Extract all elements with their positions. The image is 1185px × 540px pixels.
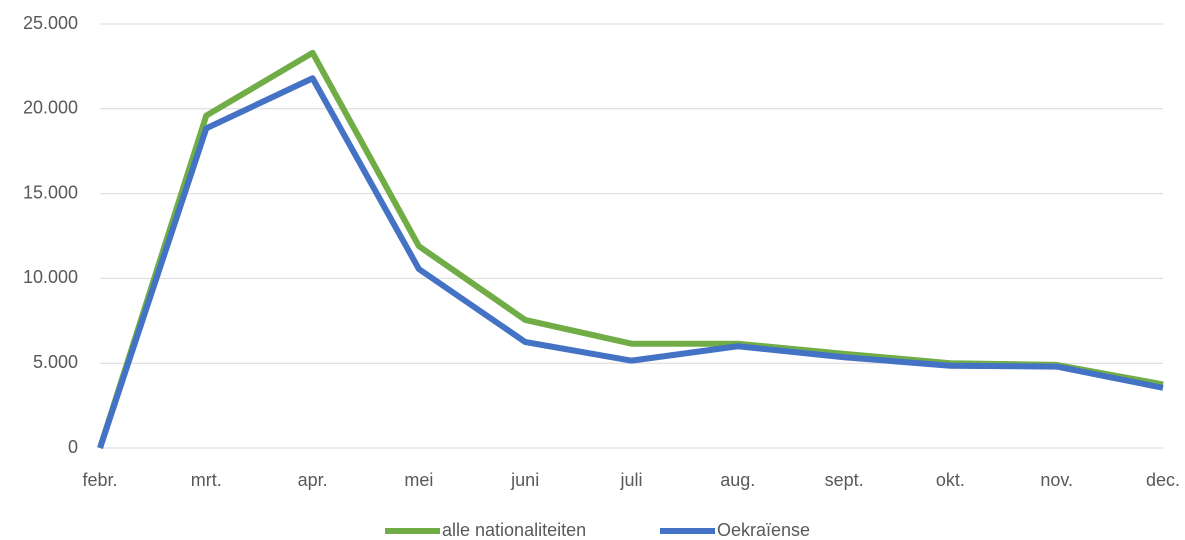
x-tick-label: nov. — [1040, 470, 1073, 490]
x-tick-label: juni — [510, 470, 539, 490]
x-tick-label: okt. — [936, 470, 965, 490]
y-tick-label: 15.000 — [23, 182, 78, 202]
legend-label: Oekraïense — [717, 520, 810, 540]
x-tick-label: aug. — [720, 470, 755, 490]
y-tick-label: 0 — [68, 437, 78, 457]
legend-label: alle nationaliteiten — [442, 520, 586, 540]
series-line — [97, 49, 1164, 449]
x-tick-label: juli — [619, 470, 642, 490]
x-tick-label: dec. — [1146, 470, 1180, 490]
y-tick-label: 10.000 — [23, 267, 78, 287]
y-tick-label: 20.000 — [23, 98, 78, 118]
series-line — [97, 75, 1164, 449]
x-tick-label: apr. — [298, 470, 328, 490]
x-tick-label: mrt. — [191, 470, 222, 490]
x-tick-label: mei — [404, 470, 433, 490]
x-tick-label: febr. — [82, 470, 117, 490]
x-tick-label: sept. — [825, 470, 864, 490]
y-tick-label: 5.000 — [33, 352, 78, 372]
y-tick-label: 25.000 — [23, 13, 78, 33]
